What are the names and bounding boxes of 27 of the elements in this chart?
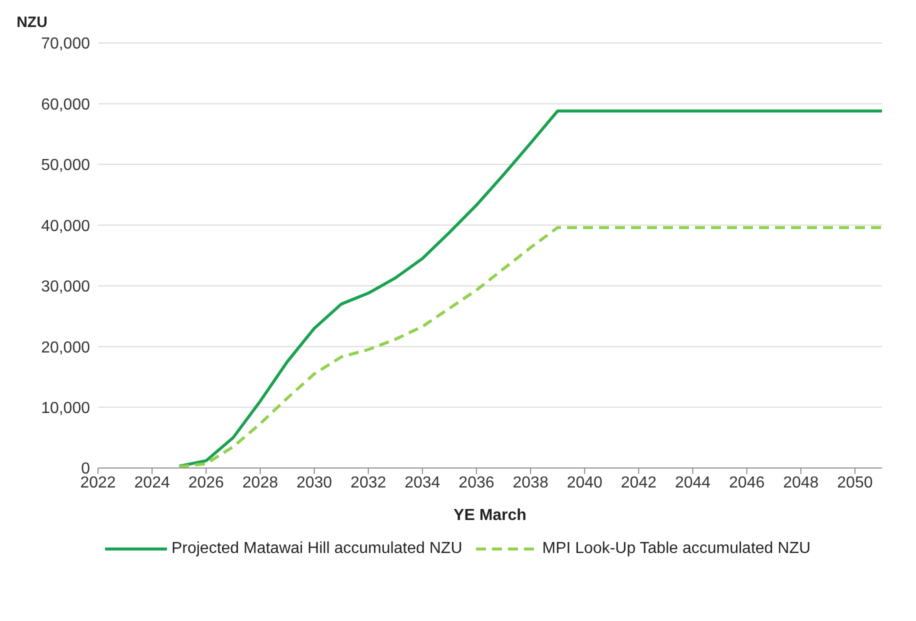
x-tick-label: 2046 — [729, 474, 765, 492]
x-tick-label: 2024 — [134, 474, 170, 492]
y-tick-label: 20,000 — [41, 339, 90, 356]
x-tick-label: 2036 — [458, 474, 494, 492]
y-tick-label: 60,000 — [41, 96, 90, 114]
x-tick-label: 2026 — [188, 474, 224, 492]
y-tick-label: 40,000 — [41, 218, 90, 235]
x-tick-label: 2050 — [837, 474, 873, 492]
x-tick-label: 2040 — [566, 474, 603, 492]
x-tick-label: 2032 — [350, 474, 386, 492]
x-tick-label: 2044 — [674, 474, 711, 492]
y-axis-title: NZU — [16, 14, 48, 31]
line-series — [178, 110, 882, 468]
x-tick-label: 2042 — [620, 474, 657, 492]
x-tick-label: 2048 — [783, 474, 819, 492]
x-tick-label: 2034 — [404, 474, 440, 492]
x-axis-title: YE March — [454, 507, 526, 524]
x-tick-label: 2038 — [512, 474, 548, 492]
y-tick-label: 50,000 — [41, 157, 90, 174]
legend-label: Projected Matawai Hill accumulated NZU — [171, 540, 462, 558]
y-tick-label: 70,000 — [41, 36, 90, 53]
line-series — [178, 226, 882, 468]
legend-label: MPI Look-Up Table accumulated NZU — [542, 540, 811, 558]
y-tick-label: 10,000 — [41, 400, 90, 417]
x-tick-label: 2028 — [242, 474, 278, 492]
y-tick-label: 30,000 — [41, 278, 90, 296]
x-tick-label: 2030 — [296, 474, 332, 492]
